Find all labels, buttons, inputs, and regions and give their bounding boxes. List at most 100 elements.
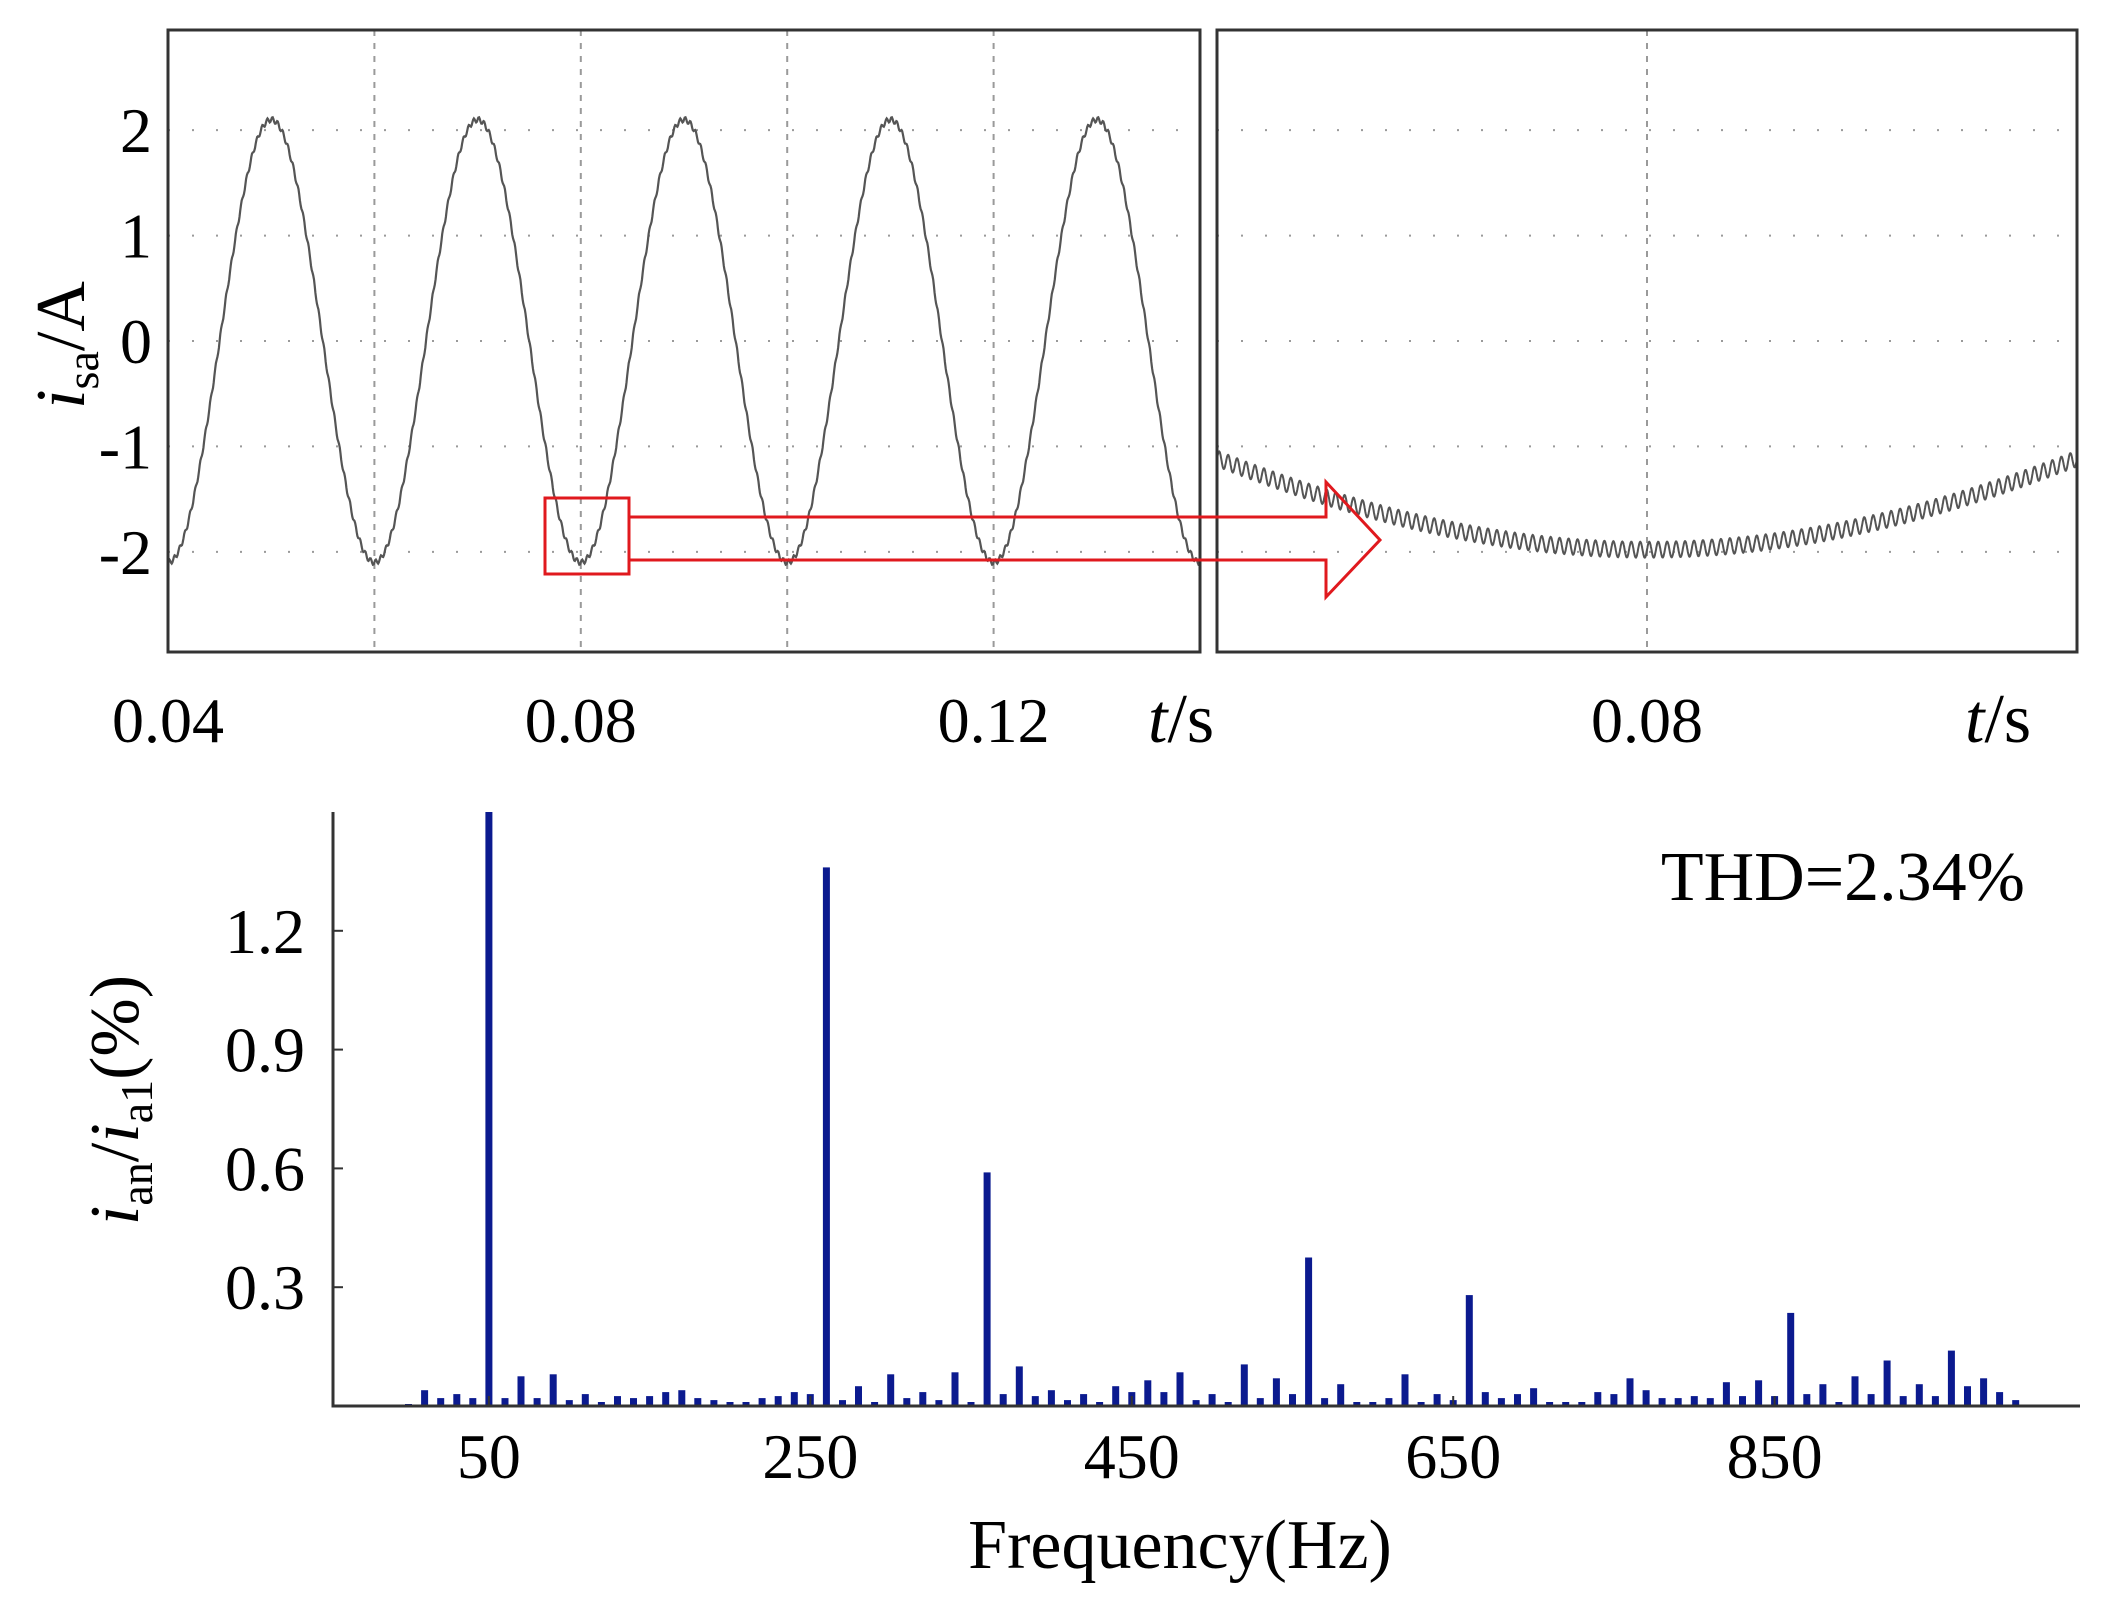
spectrum-x-tick-label: 250 bbox=[762, 1421, 858, 1492]
zoom-region-box bbox=[543, 496, 631, 576]
waveform-x-tick-label: 0.04 bbox=[112, 685, 224, 756]
spectrum-bar bbox=[1706, 1398, 1714, 1406]
waveform-y-sub: sa bbox=[57, 351, 108, 389]
spectrum-bar bbox=[1514, 1394, 1521, 1406]
spectrum-y-unit: (%) bbox=[77, 975, 154, 1080]
waveform-y-tick-label: 1 bbox=[120, 201, 152, 272]
waveform-x-tick-label: 0.12 bbox=[938, 685, 1050, 756]
spectrum-bar bbox=[903, 1398, 911, 1406]
spectrum-bar bbox=[742, 1402, 750, 1406]
spectrum-x-ticks: 50 250 450 650 850 bbox=[457, 1396, 1823, 1492]
spectrum-bar bbox=[1064, 1400, 1071, 1406]
spectrum-bar bbox=[469, 1398, 477, 1406]
zoom-x-tick-label: 0.08 bbox=[1591, 685, 1703, 756]
spectrum-bar bbox=[1401, 1374, 1409, 1406]
spectrum-bar bbox=[1433, 1394, 1441, 1406]
waveform-x-var: t bbox=[1148, 681, 1169, 758]
spectrum-y-den-var: i bbox=[77, 1123, 154, 1142]
spectrum-bar bbox=[1224, 1402, 1232, 1406]
spectrum-bar bbox=[1931, 1396, 1939, 1406]
spectrum-bar bbox=[646, 1396, 654, 1406]
spectrum-y-ticks: 0.3 0.6 0.9 1.2 bbox=[225, 896, 343, 1323]
spectrum-bar bbox=[597, 1402, 605, 1406]
waveform-x-ticks: 0.04 0.08 0.12 bbox=[112, 685, 1050, 756]
spectrum-bar bbox=[421, 1390, 429, 1406]
spectrum-bar bbox=[565, 1400, 573, 1406]
spectrum-bar bbox=[1192, 1400, 1200, 1406]
spectrum-bar bbox=[887, 1374, 895, 1406]
spectrum-bar bbox=[1819, 1384, 1827, 1406]
spectrum-bar bbox=[1690, 1396, 1698, 1406]
spectrum-bar bbox=[1803, 1394, 1811, 1406]
waveform-panel: 2 1 0 -1 -2 0.04 0.08 0.12 t/s isa/A bbox=[23, 28, 1214, 758]
zoom-series-line bbox=[1217, 450, 2077, 559]
thd-annotation: THD=2.34% bbox=[1661, 839, 2025, 916]
spectrum-bar bbox=[1305, 1257, 1313, 1406]
spectrum-bar bbox=[726, 1402, 734, 1406]
spectrum-y-tick-label: 0.3 bbox=[225, 1252, 305, 1323]
spectrum-bar bbox=[1867, 1394, 1875, 1406]
spectrum-bar bbox=[1883, 1360, 1891, 1406]
spectrum-bar bbox=[1530, 1388, 1538, 1406]
waveform-plot-frame bbox=[166, 28, 1202, 654]
spectrum-bar bbox=[999, 1394, 1007, 1406]
spectrum-bar bbox=[437, 1398, 445, 1406]
spectrum-bar bbox=[2012, 1400, 2020, 1406]
spectrum-bar bbox=[1337, 1384, 1345, 1406]
spectrum-bar bbox=[1996, 1392, 2004, 1406]
zoom-x-var: t bbox=[1965, 681, 1986, 758]
spectrum-bar bbox=[1080, 1394, 1088, 1406]
spectrum-bar bbox=[630, 1398, 637, 1406]
spectrum-bar bbox=[1642, 1390, 1650, 1406]
waveform-y-ticks: 2 1 0 -1 -2 bbox=[99, 95, 152, 588]
waveform-y-axis-label: isa/A bbox=[23, 281, 108, 409]
spectrum-x-axis-label: Frequency(Hz) bbox=[968, 1507, 1392, 1584]
spectrum-bar bbox=[694, 1398, 702, 1406]
spectrum-bar bbox=[1321, 1398, 1329, 1406]
waveform-y-tick-label: -2 bbox=[99, 517, 152, 588]
spectrum-bar bbox=[1610, 1394, 1618, 1406]
zoom-x-unit: /s bbox=[1984, 681, 2031, 758]
spectrum-bar bbox=[1031, 1396, 1039, 1406]
waveform-x-unit: /s bbox=[1167, 681, 1214, 758]
spectrum-bar bbox=[1015, 1366, 1023, 1406]
spectrum-bar bbox=[1208, 1394, 1216, 1406]
spectrum-bar bbox=[1369, 1402, 1377, 1406]
spectrum-bar bbox=[983, 1172, 991, 1406]
spectrum-y-axis-label: ian/ia1(%) bbox=[77, 975, 162, 1225]
waveform-y-tick-label: -1 bbox=[99, 411, 152, 482]
spectrum-bar bbox=[1674, 1398, 1682, 1406]
spectrum-bar bbox=[1497, 1398, 1505, 1406]
spectrum-bar bbox=[935, 1400, 943, 1406]
spectrum-bar bbox=[951, 1372, 959, 1406]
spectrum-bar bbox=[1915, 1384, 1923, 1406]
spectrum-bar bbox=[1353, 1402, 1361, 1406]
spectrum-axes bbox=[331, 812, 2080, 1408]
spectrum-bar bbox=[1417, 1402, 1425, 1406]
spectrum-bar bbox=[1096, 1402, 1104, 1406]
spectrum-y-slash: / bbox=[77, 1142, 154, 1162]
spectrum-x-tick-label: 650 bbox=[1405, 1421, 1501, 1492]
spectrum-bar bbox=[678, 1390, 686, 1406]
spectrum-y-num-var: i bbox=[77, 1206, 154, 1225]
zoom-gridlines bbox=[1217, 30, 2077, 652]
spectrum-bar bbox=[1256, 1398, 1264, 1406]
zoom-arrow-icon bbox=[629, 478, 1383, 601]
spectrum-bar bbox=[1144, 1380, 1152, 1406]
waveform-y-tick-label: 2 bbox=[120, 95, 152, 166]
spectrum-x-tick-label: 450 bbox=[1084, 1421, 1180, 1492]
spectrum-bar bbox=[822, 867, 830, 1406]
spectrum-y-tick-label: 0.6 bbox=[225, 1133, 305, 1204]
spectrum-bar bbox=[662, 1392, 670, 1406]
zoom-x-ticks: 0.08 bbox=[1591, 685, 1703, 756]
spectrum-bar bbox=[485, 812, 493, 1406]
spectrum-bar bbox=[1176, 1372, 1184, 1406]
spectrum-bar bbox=[1739, 1396, 1746, 1406]
spectrum-bar bbox=[1658, 1398, 1666, 1406]
spectrum-panel: 0.3 0.6 0.9 1.2 50 250 450 650 850 THD=2.34% Fr… bbox=[77, 812, 2080, 1584]
spectrum-bar bbox=[1047, 1390, 1055, 1406]
waveform-series-line bbox=[168, 115, 1200, 567]
spectrum-bar bbox=[1851, 1376, 1859, 1406]
spectrum-bar bbox=[790, 1392, 798, 1406]
spectrum-y-tick-label: 1.2 bbox=[225, 896, 305, 967]
